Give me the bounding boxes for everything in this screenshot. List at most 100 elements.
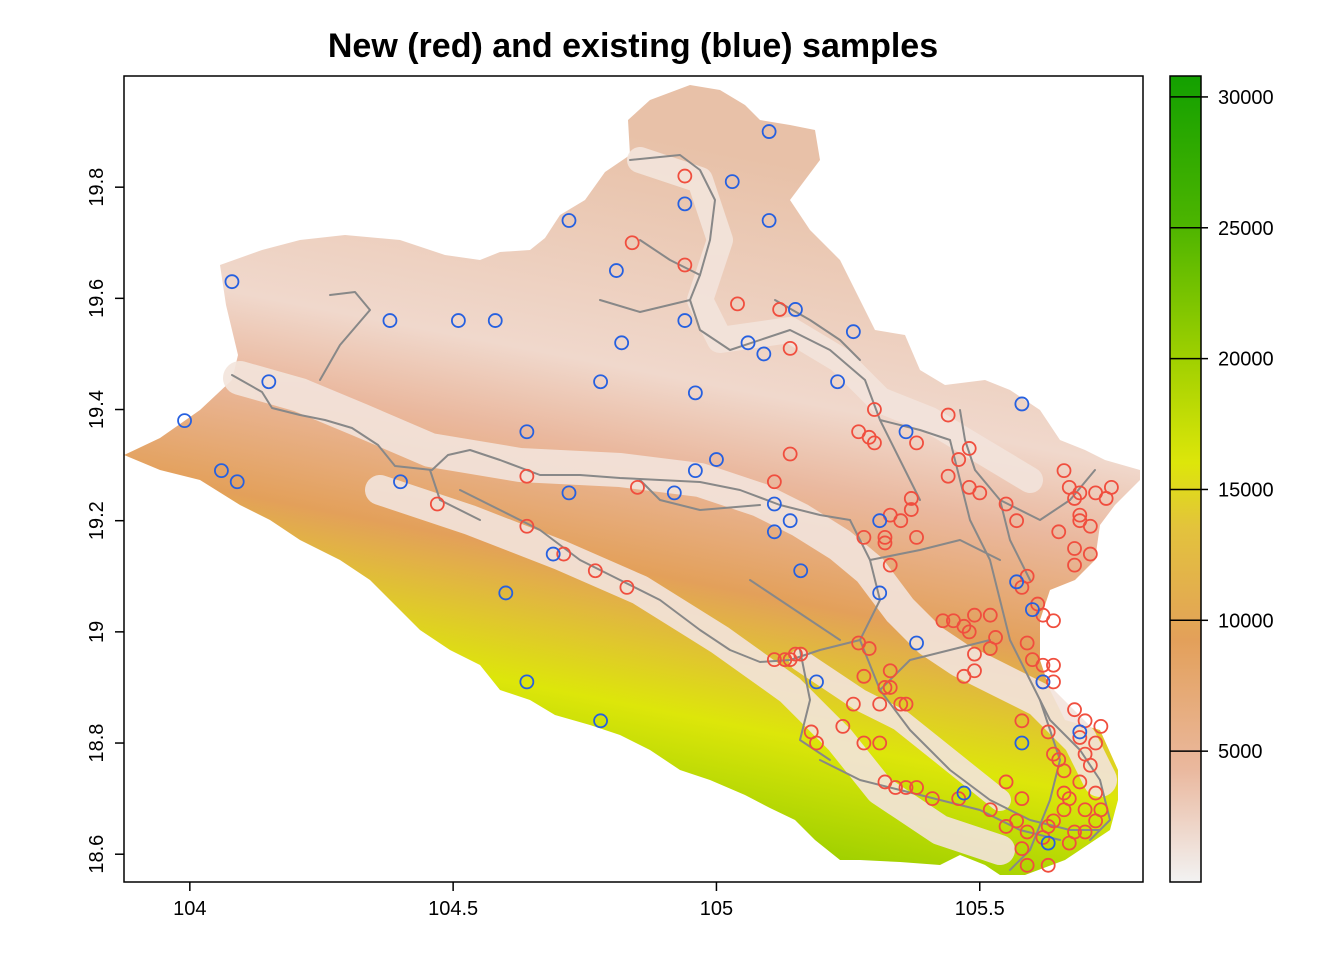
existing-sample-point <box>782 513 798 529</box>
new-sample-point <box>1088 735 1104 751</box>
existing-sample-point <box>261 374 277 390</box>
existing-sample-point <box>1014 396 1030 412</box>
new-sample-point <box>1067 541 1082 556</box>
colorbar-tick-label: 30000 <box>1218 87 1274 109</box>
new-sample-point <box>909 529 924 545</box>
existing-sample-point <box>788 302 803 317</box>
new-sample-point <box>1082 546 1098 562</box>
new-sample-point <box>1072 730 1088 745</box>
colorbar-tick-label: 20000 <box>1218 349 1274 371</box>
new-sample-point <box>835 718 851 734</box>
existing-sample-point <box>393 474 408 490</box>
existing-sample-point <box>561 485 577 501</box>
new-sample-point <box>856 529 872 545</box>
new-sample-point <box>1061 835 1077 851</box>
new-sample-point <box>1072 485 1088 501</box>
y-axis: 18.6 18.8 19 19.2 19.4 19.6 19.8 <box>86 168 124 874</box>
existing-sample-point <box>872 585 888 601</box>
existing-sample-point <box>1025 602 1040 618</box>
new-sample-point <box>898 780 914 795</box>
new-sample-point <box>940 407 956 423</box>
new-sample-point <box>1088 785 1104 801</box>
new-sample-point <box>877 680 893 695</box>
new-sample-point <box>1072 513 1088 529</box>
new-sample-point <box>1067 702 1082 718</box>
new-sample-point <box>882 680 898 695</box>
y-tick-label: 19.2 <box>86 501 108 540</box>
new-sample-point <box>967 607 982 623</box>
new-sample-point <box>982 802 998 818</box>
existing-sample-point <box>677 313 693 328</box>
new-sample-point <box>1046 674 1061 690</box>
new-sample-point <box>1046 657 1061 673</box>
colorbar-tick-label: 25000 <box>1218 218 1274 240</box>
new-sample-point <box>882 663 898 679</box>
new-sample-point <box>856 735 872 751</box>
y-tick-label: 18.8 <box>86 724 108 763</box>
new-sample-point <box>998 496 1014 512</box>
new-sample-point <box>1077 802 1093 818</box>
new-sample-point <box>867 435 882 451</box>
existing-sample-point <box>872 513 888 529</box>
existing-sample-point <box>451 313 466 328</box>
existing-sample-point <box>487 313 503 328</box>
new-sample-point <box>772 302 788 317</box>
new-sample-point <box>556 546 572 562</box>
existing-sample-point <box>761 124 777 139</box>
new-sample-point <box>898 696 914 712</box>
existing-sample-point <box>519 674 535 690</box>
existing-sample-point <box>909 635 924 651</box>
existing-sample-point <box>177 413 192 429</box>
existing-sample-point <box>766 524 782 540</box>
new-sample-point <box>877 535 893 551</box>
colorbar <box>1169 75 1202 883</box>
new-sample-point <box>940 468 956 484</box>
new-sample-point <box>924 791 940 807</box>
existing-sample-point <box>1072 724 1088 740</box>
existing-sample-point <box>224 274 240 290</box>
new-sample-point <box>766 474 782 490</box>
existing-sample-point <box>766 496 782 512</box>
new-sample-point <box>856 668 872 684</box>
new-sample-point <box>624 235 640 251</box>
new-sample-point <box>1040 724 1056 740</box>
existing-sample-point <box>830 374 845 390</box>
new-sample-point <box>888 780 903 795</box>
new-sample-point <box>1019 824 1035 840</box>
new-sample-point <box>677 168 693 184</box>
sample-points <box>177 124 1119 873</box>
new-sample-point <box>429 496 445 512</box>
colorbar-tick-label: 10000 <box>1218 610 1274 632</box>
existing-sample-point <box>845 324 861 340</box>
x-tick-label: 105.5 <box>955 898 1005 920</box>
existing-sample-point <box>519 424 535 440</box>
x-tick-label: 105 <box>700 898 733 920</box>
existing-sample-point <box>498 585 514 601</box>
new-sample-point <box>982 641 998 656</box>
new-sample-point <box>909 435 924 451</box>
new-sample-point <box>1014 713 1030 729</box>
existing-sample-point <box>229 474 245 490</box>
new-sample-point <box>766 652 782 668</box>
new-sample-point <box>951 452 967 467</box>
new-sample-point <box>1019 857 1035 873</box>
new-sample-point <box>1056 463 1072 479</box>
new-sample-point <box>956 668 972 684</box>
existing-sample-point <box>677 196 693 212</box>
existing-sample-point <box>709 452 724 467</box>
plot-frame <box>123 75 1144 883</box>
existing-sample-point <box>593 713 608 729</box>
colorbar-ticks: 5000 10000 15000 20000 25000 30000 <box>1170 87 1274 763</box>
existing-sample-point <box>898 424 914 440</box>
new-sample-point <box>1061 791 1077 807</box>
new-sample-point <box>903 491 919 506</box>
new-sample-point <box>519 468 535 484</box>
new-sample-point <box>998 774 1014 790</box>
new-sample-point <box>893 513 909 529</box>
new-sample-point <box>782 446 798 462</box>
river-network <box>231 154 1111 871</box>
existing-sample-point <box>761 213 777 228</box>
x-tick-label: 104.5 <box>428 898 478 920</box>
new-sample-point <box>961 441 977 456</box>
